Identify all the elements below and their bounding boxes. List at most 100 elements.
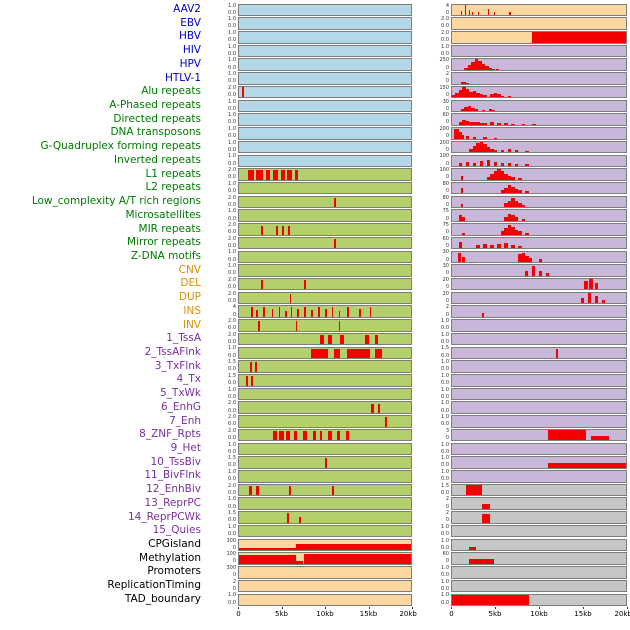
right-track-panel <box>451 85 627 99</box>
data-bar <box>488 67 492 70</box>
track-label: 3_TxFlnk <box>154 359 201 372</box>
data-bar <box>514 188 519 194</box>
data-bar <box>497 243 501 249</box>
y-tick-label: 1.0 <box>228 208 236 215</box>
y-tick-label: 0.0 <box>441 338 449 345</box>
data-bar <box>469 121 473 125</box>
track-label: 8_ZNF_Rpts <box>139 428 201 441</box>
y-tick-labels: 1.0 0.0 <box>412 44 451 58</box>
track-label: 1_TssA <box>166 332 201 345</box>
data-bar <box>532 266 535 276</box>
data-bar <box>462 256 466 263</box>
data-bar <box>340 334 344 345</box>
track-label: HTLV-1 <box>164 71 201 84</box>
data-bar <box>532 32 626 43</box>
data-bar <box>497 122 501 125</box>
data-bar <box>507 149 512 153</box>
y-tick-labels: 200 0 <box>412 140 451 154</box>
x-tick-label: 15kb <box>574 610 592 619</box>
x-axis-row: 0 5kb 10kb 15kb 20kb 0 5kb 10kb 15kb 20kb <box>0 606 630 623</box>
data-bar <box>488 108 492 112</box>
data-bar <box>374 334 379 345</box>
data-bar <box>493 137 498 139</box>
y-tick-label: 1.0 <box>228 441 236 448</box>
data-bar <box>472 137 477 139</box>
data-bar <box>295 560 304 564</box>
y-tick-label: 1.0 <box>228 16 236 23</box>
x-tick-mark <box>451 606 452 610</box>
y-tick-label: 1.0 <box>228 71 236 78</box>
data-bar <box>511 186 515 194</box>
data-bar <box>479 122 484 125</box>
y-tick-labels: 2.0 0.0 <box>205 319 238 333</box>
y-tick-label: 0 <box>232 311 236 318</box>
y-tick-label: 1.0 <box>441 372 449 379</box>
x-tick-label: 20kb <box>614 610 630 619</box>
track-label: 12_EnhBiv <box>146 483 201 496</box>
x-tick-mark <box>412 606 413 610</box>
y-tick-labels: 2.0 0.0 <box>205 332 238 346</box>
right-track-panel <box>451 332 627 346</box>
data-bar <box>487 8 490 16</box>
left-track-panel <box>238 140 412 154</box>
y-tick-label: 4 <box>445 2 449 9</box>
data-bar <box>263 548 276 551</box>
track-label: 2_TssAFlnk <box>144 345 201 358</box>
track-label: L1 repeats <box>145 167 201 180</box>
right-track-panel <box>451 58 627 71</box>
track-row: 1_TssA 2.0 0.0 1.0 0.0 <box>0 332 630 346</box>
data-bar <box>465 485 482 496</box>
y-tick-labels: 1.0 0.0 <box>412 538 451 552</box>
data-bar <box>338 310 341 317</box>
left-track-panel <box>238 346 412 360</box>
right-track-panel <box>451 127 627 140</box>
data-bar <box>455 92 459 98</box>
y-tick-labels: 1.0 0.0 <box>205 593 238 607</box>
track-row: 11_BivFlnk 1.0 0.0 1.0 0.0 <box>0 469 630 483</box>
track-label: ReplicationTiming <box>107 579 201 592</box>
data-bar <box>518 231 522 235</box>
y-tick-label: 0.0 <box>228 229 236 236</box>
data-bar <box>385 417 388 427</box>
right-track-panel <box>451 415 627 428</box>
data-bar <box>547 430 586 441</box>
y-tick-labels: 1.5 0.0 <box>205 373 238 387</box>
y-tick-labels: 1.5 0.0 <box>412 483 451 497</box>
track-label: 15_Quies <box>152 524 201 537</box>
data-bar <box>492 68 496 70</box>
track-row: EBV 1.0 0.0 2.0 0.0 <box>0 17 630 31</box>
data-bar <box>504 203 508 208</box>
track-row: INV 2.0 0.0 1.0 0.0 <box>0 319 630 333</box>
track-label: 5_TxWk <box>159 387 201 400</box>
data-bar <box>511 177 515 180</box>
y-tick-labels: 1.0 0.0 <box>205 126 238 140</box>
data-bar <box>472 90 477 98</box>
data-bar <box>504 228 508 235</box>
y-tick-label: 0 <box>445 558 449 565</box>
track-label: Promoters <box>147 565 201 578</box>
left-track-panel <box>238 497 412 510</box>
track-row: MIR repeats 2.0 0.0 75 0 <box>0 223 630 237</box>
y-tick-label: 0.0 <box>441 476 449 483</box>
track-label: TAD_boundary <box>124 592 201 605</box>
data-bar <box>287 170 293 180</box>
y-tick-label: 1.0 <box>441 578 449 585</box>
track-row: 7_Enh 2.0 0.0 1.0 0.0 <box>0 415 630 429</box>
data-bar <box>511 197 515 208</box>
data-bar <box>460 109 465 112</box>
data-bar <box>545 273 549 276</box>
data-bar <box>521 204 526 208</box>
y-tick-labels: 30 0 <box>412 264 451 278</box>
data-bar <box>500 162 505 166</box>
data-bar <box>493 11 496 16</box>
data-bar <box>500 230 505 235</box>
data-bar <box>483 144 487 153</box>
y-tick-label: 0.0 <box>441 585 449 592</box>
data-bar <box>507 96 512 98</box>
data-bar <box>511 227 515 235</box>
data-bar <box>556 348 559 359</box>
y-tick-labels: 1.0 0.0 <box>205 346 238 360</box>
track-label: Microsatellites <box>125 208 201 221</box>
y-tick-label: 1.0 <box>228 592 236 599</box>
